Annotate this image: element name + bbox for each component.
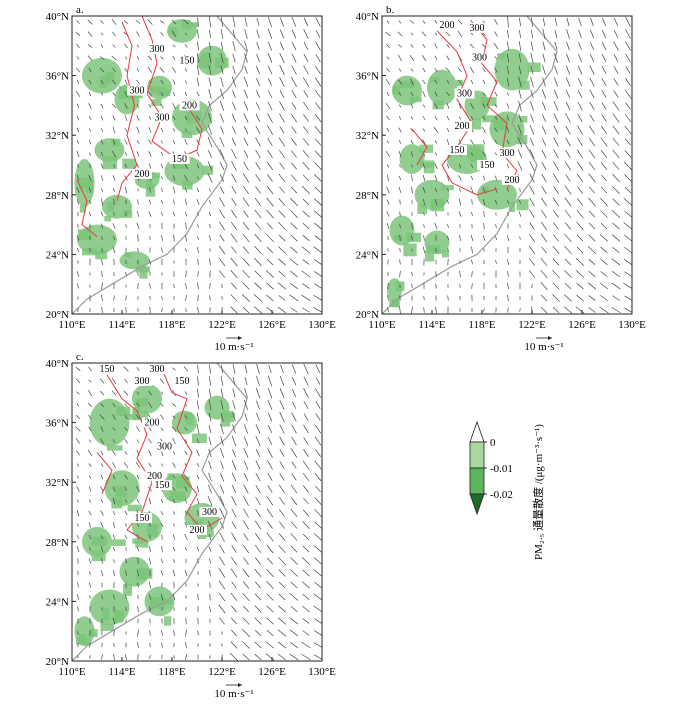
- lat-24n: 24°N: [356, 249, 379, 261]
- lon-110e: 110°E: [58, 319, 85, 331]
- lon-126e: 126°E: [258, 666, 286, 678]
- lat-32n: 32°N: [46, 130, 69, 142]
- lat-40n: 40°N: [46, 358, 69, 370]
- lat-36n: 36°N: [356, 71, 379, 83]
- contour-label: 300: [135, 376, 150, 387]
- lat-28n: 28°N: [46, 190, 69, 202]
- panel-label: b.: [386, 4, 395, 16]
- lat-32n: 32°N: [356, 130, 379, 142]
- contour-label: 150: [155, 480, 170, 491]
- contour-label: 300: [157, 441, 172, 452]
- lat-24n: 24°N: [46, 596, 69, 608]
- divergence-shading: [74, 18, 229, 279]
- concentration-contours: [96, 368, 223, 543]
- colorbar-tick: -0.01: [490, 463, 513, 475]
- wind-vectors: [75, 16, 322, 314]
- wind-vectors: [385, 16, 632, 314]
- map-panel-a: 300 150 300 200 300 150 200 a. 20°N 24°N 28°N 32°N 3…: [46, 4, 336, 353]
- panel-frame: [381, 15, 633, 315]
- lon-130e: 130°E: [308, 319, 336, 331]
- panel-label: c.: [76, 351, 84, 363]
- contour-label: 150: [180, 56, 195, 67]
- contour-label: 200: [455, 121, 470, 132]
- contour-label: 200: [147, 471, 162, 482]
- contour-label: 200: [182, 100, 197, 111]
- lon-126e: 126°E: [258, 319, 286, 331]
- lon-118e: 118°E: [158, 666, 185, 678]
- coastline: [72, 16, 248, 314]
- contour-label: 300: [150, 44, 165, 55]
- contour-label: 150: [450, 145, 465, 156]
- map-panel-b: 200 300 300 300 200 150 300 150 200 b. 20°N 24°N 28°…: [356, 4, 646, 353]
- reference-vector-label: 10 m·s⁻¹: [214, 688, 253, 700]
- lon-126e: 126°E: [568, 319, 596, 331]
- contour-label: 150: [135, 513, 150, 524]
- lon-122e: 122°E: [208, 319, 236, 331]
- lat-40n: 40°N: [46, 11, 69, 23]
- reference-vector-label: 10 m·s⁻¹: [214, 341, 253, 353]
- lon-122e: 122°E: [208, 666, 236, 678]
- contour-label: 200: [505, 175, 520, 186]
- lon-110e: 110°E: [58, 666, 85, 678]
- lon-114e: 114°E: [418, 319, 445, 331]
- colorbar: 0 -0.01 -0.02 PM₂.₅ 通量散度 /(μg·m⁻³·s⁻¹): [469, 420, 545, 560]
- contour-label: 200: [440, 20, 455, 31]
- lon-118e: 118°E: [158, 319, 185, 331]
- lat-20n: 20°N: [356, 309, 379, 321]
- lon-130e: 130°E: [618, 319, 646, 331]
- colorbar-title: PM₂.₅ 通量散度 /(μg·m⁻³·s⁻¹): [531, 424, 545, 560]
- lat-20n: 20°N: [46, 656, 69, 668]
- lon-110e: 110°E: [368, 319, 395, 331]
- contour-label: 300: [500, 148, 515, 159]
- contour-label: 300: [457, 88, 472, 99]
- lat-36n: 36°N: [46, 418, 69, 430]
- lat-40n: 40°N: [356, 11, 379, 23]
- panel-frame: [71, 362, 323, 662]
- panel-label: a.: [76, 4, 84, 16]
- contour-label: 150: [172, 154, 187, 165]
- coastline: [382, 16, 558, 314]
- contour-label: 150: [175, 376, 190, 387]
- contour-label: 150: [100, 364, 115, 375]
- concentration-contours: [411, 21, 518, 196]
- lon-114e: 114°E: [108, 319, 135, 331]
- reference-vector-label: 10 m·s⁻¹: [524, 341, 563, 353]
- wind-vectors: [75, 363, 322, 661]
- coastline: [72, 363, 248, 661]
- contour-label: 300: [202, 507, 217, 518]
- contour-label: 200: [190, 525, 205, 536]
- contour-label: 300: [472, 53, 487, 64]
- contour-label: 300: [130, 85, 145, 96]
- lat-24n: 24°N: [46, 249, 69, 261]
- lat-32n: 32°N: [46, 477, 69, 489]
- contour-label: 300: [150, 364, 165, 375]
- lat-36n: 36°N: [46, 71, 69, 83]
- lon-122e: 122°E: [518, 319, 546, 331]
- lon-114e: 114°E: [108, 666, 135, 678]
- contour-label: 300: [155, 112, 170, 123]
- divergence-shading: [387, 48, 541, 308]
- colorbar-tick: 0: [490, 437, 496, 449]
- lon-130e: 130°E: [308, 666, 336, 678]
- contour-label: 150: [480, 160, 495, 171]
- lat-28n: 28°N: [46, 537, 69, 549]
- colorbar-tick: -0.02: [490, 489, 513, 501]
- lat-20n: 20°N: [46, 309, 69, 321]
- panel-frame: [71, 15, 323, 315]
- contour-label: 200: [135, 169, 150, 180]
- contour-label: 200: [145, 418, 160, 429]
- lat-28n: 28°N: [356, 190, 379, 202]
- lon-118e: 118°E: [468, 319, 495, 331]
- contour-label: 300: [470, 23, 485, 34]
